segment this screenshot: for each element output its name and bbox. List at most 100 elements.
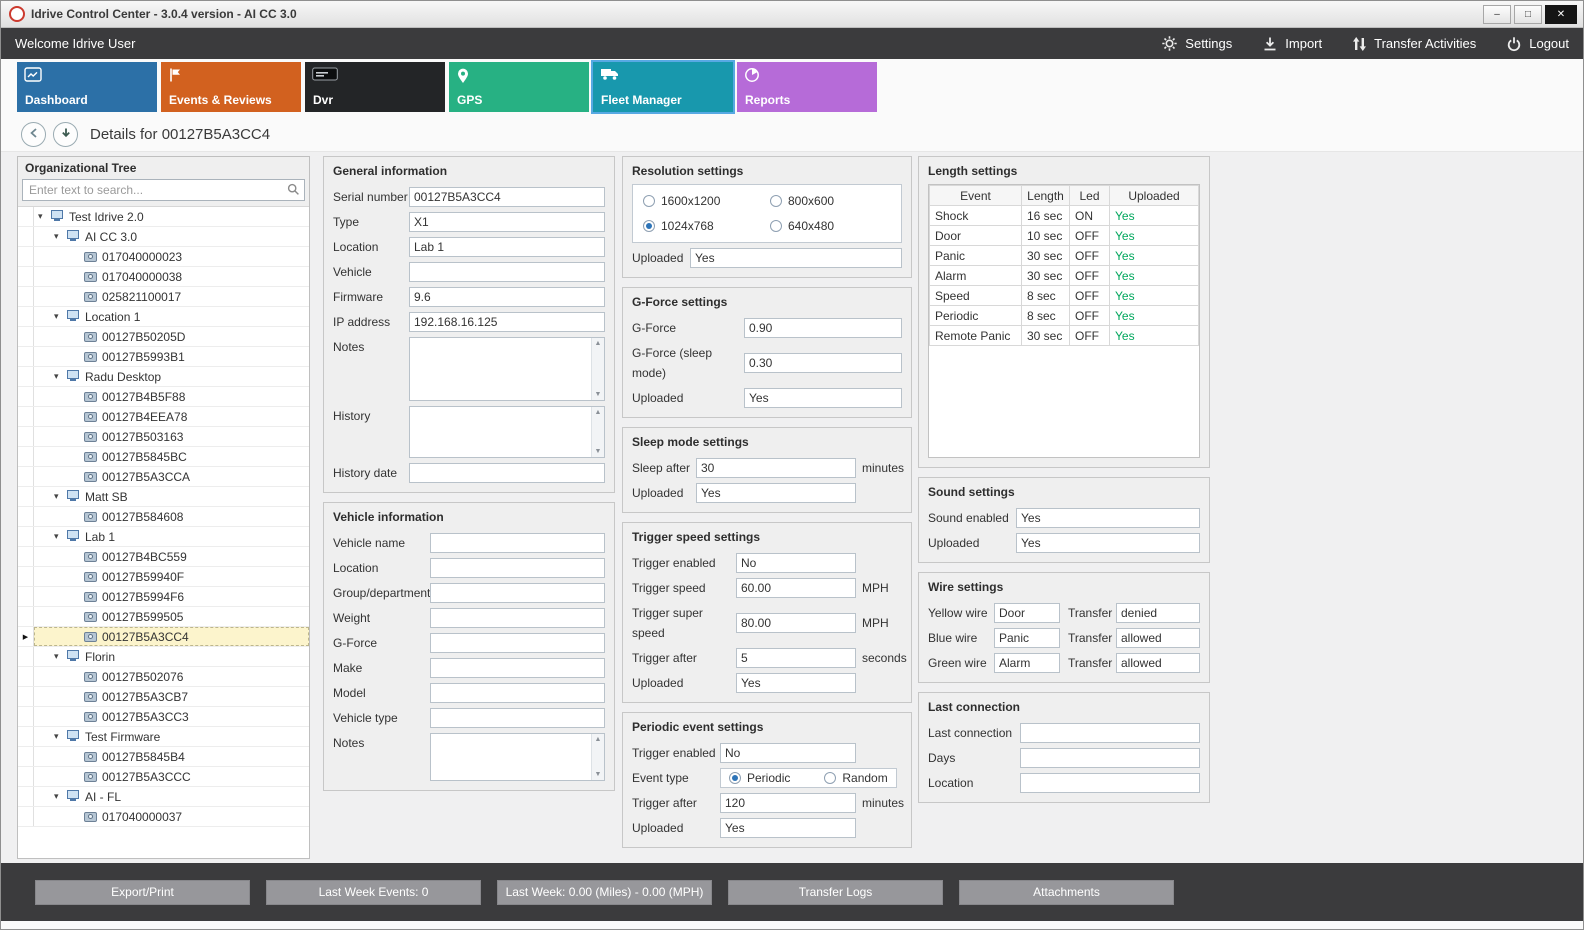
tab-fleet-manager[interactable]: Fleet Manager bbox=[591, 60, 735, 114]
scroll-up-icon[interactable]: ▲ bbox=[594, 340, 602, 347]
model-input[interactable] bbox=[430, 683, 605, 703]
weight-input[interactable] bbox=[430, 608, 605, 628]
bottom-bar-button[interactable]: Transfer Logs bbox=[728, 879, 943, 905]
history-textarea[interactable] bbox=[409, 406, 605, 458]
expander-icon[interactable]: ▾ bbox=[54, 371, 59, 381]
tree-node[interactable]: ▶ ▾ 00127B59940F bbox=[18, 567, 309, 587]
tree-node[interactable]: ▶ ▾ Test Firmware bbox=[18, 727, 309, 747]
scroll-down-icon[interactable]: ▼ bbox=[594, 771, 602, 778]
tab-dashboard[interactable]: Dashboard bbox=[17, 62, 157, 112]
tree-search-input[interactable] bbox=[22, 179, 305, 201]
trigger-super-speed-input[interactable] bbox=[736, 613, 856, 633]
wire-event-input[interactable] bbox=[994, 653, 1060, 673]
resolution-radio[interactable]: 800x600 bbox=[770, 194, 891, 208]
wire-transfer-input[interactable] bbox=[1116, 628, 1200, 648]
logout-button[interactable]: Logout bbox=[1506, 36, 1569, 52]
expander-icon[interactable]: ▾ bbox=[38, 211, 43, 221]
tree-node[interactable]: ▶ ▾ Location 1 bbox=[18, 307, 309, 327]
tree-node[interactable]: ▶ ▾ 00127B50205D bbox=[18, 327, 309, 347]
scroll-up-icon[interactable]: ▲ bbox=[594, 409, 602, 416]
sound-enabled-input[interactable] bbox=[1016, 508, 1200, 528]
location-input[interactable] bbox=[409, 237, 605, 257]
vehicle-input[interactable] bbox=[409, 262, 605, 282]
scrollbar[interactable]: ▲ ▼ bbox=[591, 407, 604, 457]
periodic-enabled-input[interactable] bbox=[720, 743, 856, 763]
sleep-after-input[interactable] bbox=[696, 458, 856, 478]
transfer-activities-button[interactable]: Transfer Activities bbox=[1352, 36, 1476, 52]
expander-icon[interactable]: ▾ bbox=[54, 491, 59, 501]
tree-node[interactable]: ▶ ▾ 00127B5A3CB7 bbox=[18, 687, 309, 707]
group-department-input[interactable] bbox=[430, 583, 605, 603]
tree-node[interactable]: ▶ ▾ AI - FL bbox=[18, 787, 309, 807]
bottom-bar-button[interactable]: Last Week: 0.00 (Miles) - 0.00 (MPH) bbox=[497, 879, 712, 905]
event-type-radio[interactable]: Periodic bbox=[729, 771, 790, 785]
trigger-after-input[interactable] bbox=[736, 648, 856, 668]
vehicle-type-input[interactable] bbox=[430, 708, 605, 728]
scroll-down-icon[interactable]: ▼ bbox=[594, 391, 602, 398]
serial-number-input[interactable] bbox=[409, 187, 605, 207]
length-table-row[interactable]: Panic 30 sec OFF Yes bbox=[929, 245, 1199, 266]
wire-transfer-input[interactable] bbox=[1116, 653, 1200, 673]
column-header-led[interactable]: Led bbox=[1069, 185, 1110, 206]
back-button[interactable] bbox=[21, 122, 46, 147]
periodic-after-input[interactable] bbox=[720, 793, 856, 813]
trigger-enabled-input[interactable] bbox=[736, 553, 856, 573]
bottom-bar-button[interactable]: Last Week Events: 0 bbox=[266, 879, 481, 905]
wire-transfer-input[interactable] bbox=[1116, 603, 1200, 623]
history-date-input[interactable] bbox=[409, 463, 605, 483]
tree-node[interactable]: ▶ ▾ 025821100017 bbox=[18, 287, 309, 307]
search-icon[interactable] bbox=[287, 183, 300, 199]
vehicle-notes-textarea[interactable] bbox=[430, 733, 605, 781]
scrollbar[interactable]: ▲ ▼ bbox=[591, 338, 604, 400]
tree-node[interactable]: ▶ ▾ 00127B4EEA78 bbox=[18, 407, 309, 427]
scroll-up-icon[interactable]: ▲ bbox=[594, 736, 602, 743]
ip-address-input[interactable] bbox=[409, 312, 605, 332]
resolution-radio[interactable]: 1600x1200 bbox=[643, 194, 764, 208]
tree-node[interactable]: ▶ ▾ Radu Desktop bbox=[18, 367, 309, 387]
tree-node[interactable]: ▶ ▾ 00127B503163 bbox=[18, 427, 309, 447]
tree-node[interactable]: ▶ ▾ 00127B502076 bbox=[18, 667, 309, 687]
column-header-length[interactable]: Length bbox=[1021, 185, 1070, 206]
tree-node[interactable]: ▶ ▾ 00127B5A3CCA bbox=[18, 467, 309, 487]
length-table-row[interactable]: Door 10 sec OFF Yes bbox=[929, 225, 1199, 246]
expander-icon[interactable]: ▾ bbox=[54, 651, 59, 661]
bottom-bar-button[interactable]: Export/Print bbox=[35, 879, 250, 905]
tab-events-reviews[interactable]: Events & Reviews bbox=[161, 62, 301, 112]
tree-node[interactable]: ▶ ▾ 017040000023 bbox=[18, 247, 309, 267]
bottom-bar-button[interactable]: Attachments bbox=[959, 879, 1174, 905]
tab-reports[interactable]: Reports bbox=[737, 62, 877, 112]
expander-icon[interactable]: ▾ bbox=[54, 791, 59, 801]
wire-event-input[interactable] bbox=[994, 628, 1060, 648]
tree-node[interactable]: ▶ ▾ Matt SB bbox=[18, 487, 309, 507]
expander-icon[interactable]: ▾ bbox=[54, 531, 59, 541]
tree-node[interactable]: ▶ ▾ 00127B584608 bbox=[18, 507, 309, 527]
length-table-row[interactable]: Alarm 30 sec OFF Yes bbox=[929, 265, 1199, 286]
tree-node[interactable]: ▶ ▾ 00127B5A3CC3 bbox=[18, 707, 309, 727]
tree-node[interactable]: ▶ ▾ AI CC 3.0 bbox=[18, 227, 309, 247]
expander-icon[interactable]: ▾ bbox=[54, 231, 59, 241]
tree-node[interactable]: ▶ ▾ Lab 1 bbox=[18, 527, 309, 547]
tree-node[interactable]: ▶ ▾ Florin bbox=[18, 647, 309, 667]
column-header-event[interactable]: Event bbox=[929, 185, 1022, 206]
length-table-row[interactable]: Periodic 8 sec OFF Yes bbox=[929, 305, 1199, 326]
make-input[interactable] bbox=[430, 658, 605, 678]
type-input[interactable] bbox=[409, 212, 605, 232]
scroll-down-icon[interactable]: ▼ bbox=[594, 448, 602, 455]
length-table-row[interactable]: Speed 8 sec OFF Yes bbox=[929, 285, 1199, 306]
tree-node[interactable]: ▶ ▾ 00127B5993B1 bbox=[18, 347, 309, 367]
tree-node[interactable]: ▶ ▾ 017040000038 bbox=[18, 267, 309, 287]
settings-button[interactable]: Settings bbox=[1161, 35, 1232, 52]
tree-node[interactable]: ▶ ▾ 00127B5994F6 bbox=[18, 587, 309, 607]
scrollbar[interactable]: ▲ ▼ bbox=[591, 734, 604, 780]
minimize-button[interactable]: – bbox=[1483, 4, 1511, 24]
tree-node[interactable]: ▶ ▾ Test Idrive 2.0 bbox=[18, 207, 309, 227]
vehicle-location-input[interactable] bbox=[430, 558, 605, 578]
tree-node[interactable]: ▶ ▾ 00127B5A3CCC bbox=[18, 767, 309, 787]
gforce-input[interactable] bbox=[744, 318, 902, 338]
column-header-uploaded[interactable]: Uploaded bbox=[1109, 185, 1199, 206]
expander-icon[interactable]: ▾ bbox=[54, 731, 59, 741]
maximize-button[interactable]: □ bbox=[1514, 4, 1542, 24]
notes-textarea[interactable] bbox=[409, 337, 605, 401]
trigger-speed-input[interactable] bbox=[736, 578, 856, 598]
vehicle-name-input[interactable] bbox=[430, 533, 605, 553]
